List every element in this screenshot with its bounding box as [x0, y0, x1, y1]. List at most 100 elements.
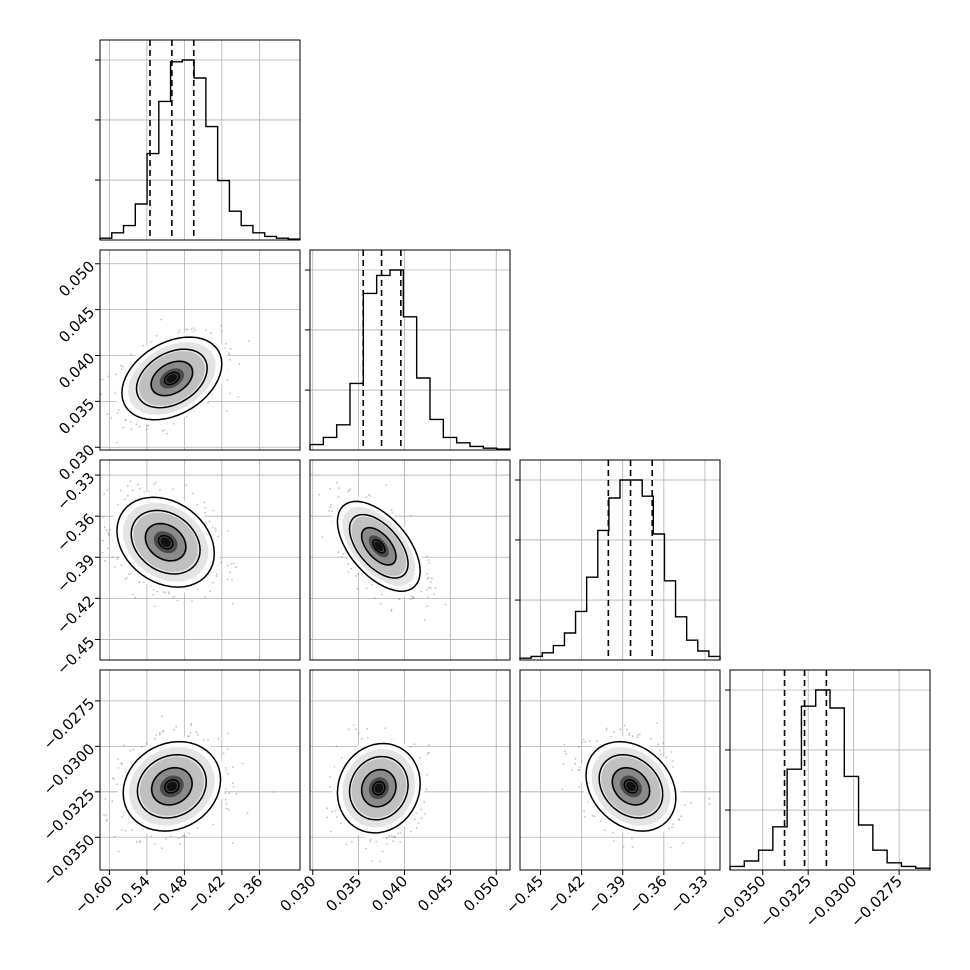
scatter-point	[347, 562, 350, 565]
scatter-point	[109, 528, 111, 531]
scatter-point	[382, 850, 384, 853]
scatter-point	[212, 823, 215, 826]
scatter-point	[196, 503, 199, 506]
scatter-point	[225, 410, 228, 412]
scatter-point	[331, 810, 333, 813]
scatter-point	[129, 420, 132, 423]
scatter-point	[106, 489, 109, 491]
scatter-point	[397, 832, 400, 835]
scatter-point	[228, 353, 231, 356]
scatter-point	[336, 481, 338, 484]
scatter-point	[637, 734, 639, 737]
scatter-point	[329, 506, 332, 509]
scatter-point	[204, 506, 207, 509]
scatter-point	[168, 592, 170, 595]
scatter-point	[184, 835, 187, 838]
scatter-point	[138, 840, 141, 843]
scatter-point	[237, 395, 240, 398]
scatter-point	[355, 728, 357, 731]
scatter-point	[426, 577, 429, 580]
scatter-point	[137, 483, 139, 486]
scatter-point	[329, 503, 332, 506]
density-contour	[157, 534, 174, 550]
scatter-point	[153, 483, 156, 485]
scatter-point	[412, 596, 415, 599]
scatter-point	[231, 782, 234, 785]
scatter-point	[214, 527, 217, 530]
scatter-point	[117, 556, 119, 558]
scatter-point	[413, 743, 416, 745]
scatter-point	[384, 727, 387, 729]
scatter-point	[347, 490, 349, 493]
scatter-point	[390, 509, 393, 512]
scatter-point	[357, 732, 360, 735]
scatter-point	[162, 591, 165, 593]
scatter-point	[656, 722, 659, 724]
scatter-point	[122, 426, 125, 429]
scatter-point	[153, 605, 156, 608]
scatter-point	[175, 725, 178, 728]
scatter-point	[178, 837, 180, 840]
scatter-point	[101, 551, 104, 554]
scatter-point	[120, 762, 123, 765]
scatter-point	[196, 734, 199, 736]
scatter-point	[584, 815, 586, 818]
scatter-point	[192, 327, 195, 329]
scatter-point	[419, 756, 421, 759]
scatter-point	[215, 575, 218, 577]
scatter-panel	[99, 459, 301, 661]
scatter-point	[107, 375, 109, 378]
scatter-point	[413, 597, 415, 600]
histogram-step	[519, 479, 721, 660]
scatter-panel	[309, 669, 511, 871]
scatter-point	[229, 358, 231, 361]
scatter-point	[161, 847, 163, 850]
scatter-point	[428, 576, 430, 579]
scatter-point	[247, 340, 250, 342]
scatter-point	[340, 822, 342, 825]
scatter-point	[371, 860, 373, 862]
scatter-point	[103, 813, 105, 816]
scatter-point	[231, 602, 234, 605]
scatter-point	[328, 510, 331, 512]
scatter-point	[227, 564, 229, 567]
scatter-point	[426, 572, 429, 575]
scatter-point	[335, 745, 338, 748]
scatter-point	[155, 334, 158, 337]
scatter-point	[230, 563, 232, 565]
scatter-point	[326, 816, 329, 819]
scatter-point	[117, 850, 120, 853]
scatter-point	[186, 328, 189, 331]
scatter-point	[124, 419, 127, 421]
scatter-point	[114, 392, 117, 395]
scatter-point	[102, 539, 104, 542]
scatter-point	[204, 511, 206, 514]
scatter-point	[120, 368, 123, 371]
scatter-point	[415, 827, 418, 829]
scatter-point	[381, 593, 383, 596]
scatter-point	[392, 840, 394, 842]
scatter-point	[426, 774, 428, 776]
histogram-panel	[725, 669, 931, 871]
scatter-point	[217, 737, 220, 740]
scatter-point	[116, 558, 119, 560]
scatter-point	[176, 599, 179, 602]
scatter-point	[191, 600, 193, 603]
panel-frame	[729, 669, 931, 871]
scatter-point	[423, 801, 426, 804]
scatter-point	[410, 598, 413, 601]
scatter-point	[110, 417, 113, 420]
scatter-point	[231, 578, 233, 581]
scatter-point	[119, 489, 122, 492]
scatter-point	[631, 837, 633, 840]
scatter-point	[420, 817, 423, 820]
scatter-point	[161, 715, 163, 718]
scatter-point	[670, 751, 673, 753]
scatter-point	[181, 836, 183, 838]
scatter-point	[426, 555, 428, 558]
histogram-step	[309, 269, 511, 450]
scatter-point	[227, 772, 229, 775]
scatter-point	[102, 515, 105, 518]
density-contour	[130, 509, 201, 575]
